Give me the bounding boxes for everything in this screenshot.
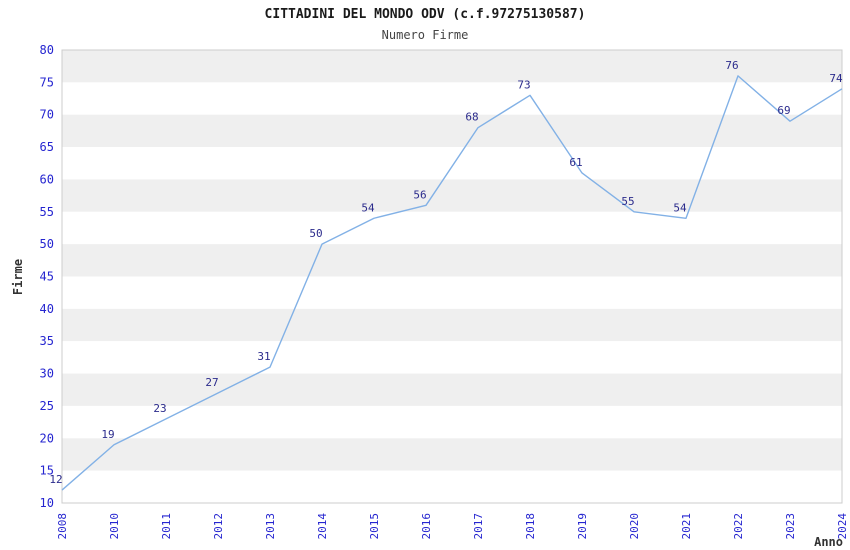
y-tick-label: 30 xyxy=(40,367,54,381)
chart-subtitle: Numero Firme xyxy=(381,28,469,42)
x-tick-label: 2016 xyxy=(420,513,433,540)
point-label: 23 xyxy=(153,402,166,415)
x-tick-label: 2024 xyxy=(836,513,849,540)
y-tick-label: 35 xyxy=(40,334,54,348)
plot-border-rect xyxy=(61,49,843,504)
plot-band xyxy=(62,244,842,277)
plot-band xyxy=(62,179,842,212)
x-tick-label: 2011 xyxy=(160,513,173,540)
y-tick-label: 55 xyxy=(40,205,54,219)
point-label: 61 xyxy=(569,156,582,169)
y-tick-label: 10 xyxy=(40,496,54,510)
x-tick-label: 2022 xyxy=(732,513,745,540)
y-axis-tick-labels: 10 15 20 25 30 35 40 45 50 55 60 65 70 75 80 xyxy=(40,43,54,510)
x-tick-label: 2014 xyxy=(316,513,329,540)
plot-bands xyxy=(62,50,842,503)
series-line xyxy=(61,75,843,491)
plot-band xyxy=(62,405,842,439)
x-axis-title: Anno xyxy=(814,535,843,549)
point-label: 74 xyxy=(829,72,843,85)
data-series xyxy=(61,75,843,491)
x-tick-label: 2013 xyxy=(264,513,277,540)
plot-band xyxy=(62,276,842,309)
x-axis-tick-labels: 2008 2010 2011 2012 2013 2014 2015 2016 2017 2018… xyxy=(56,513,849,540)
point-label: 56 xyxy=(413,188,426,201)
y-tick-label: 20 xyxy=(40,431,54,445)
x-tick-label: 2019 xyxy=(576,513,589,540)
point-label: 31 xyxy=(257,350,270,363)
x-tick-label: 2012 xyxy=(212,513,225,540)
point-label: 27 xyxy=(205,376,218,389)
point-label: 54 xyxy=(673,201,687,214)
plot-band xyxy=(62,82,842,115)
y-tick-label: 75 xyxy=(40,75,54,89)
x-tick-label: 2023 xyxy=(784,513,797,540)
plot-band xyxy=(62,470,842,503)
point-label: 73 xyxy=(517,78,530,91)
y-tick-label: 50 xyxy=(40,237,54,251)
x-tick-label: 2018 xyxy=(524,513,537,540)
point-label: 68 xyxy=(465,111,478,124)
point-label: 69 xyxy=(777,104,790,117)
plot-band xyxy=(62,341,842,374)
y-tick-label: 70 xyxy=(40,108,54,122)
x-tick-label: 2008 xyxy=(56,513,69,540)
plot-band xyxy=(62,114,842,148)
y-tick-label: 40 xyxy=(40,302,54,316)
x-tick-label: 2017 xyxy=(472,513,485,540)
y-tick-label: 25 xyxy=(40,399,54,413)
point-label: 12 xyxy=(49,473,62,486)
y-tick-label: 45 xyxy=(40,270,54,284)
plot-band xyxy=(62,147,842,180)
plot-border xyxy=(61,49,843,504)
plot-band xyxy=(62,211,842,245)
y-tick-label: 65 xyxy=(40,140,54,154)
x-tick-label: 2010 xyxy=(108,513,121,540)
y-tick-label: 60 xyxy=(40,172,54,186)
point-label: 50 xyxy=(309,227,322,240)
y-tick-label: 15 xyxy=(40,464,54,478)
x-tick-label: 2021 xyxy=(680,513,693,540)
y-axis-title: Firme xyxy=(11,259,25,295)
plot-band xyxy=(62,373,842,406)
x-tick-label: 2020 xyxy=(628,513,641,540)
data-point-labels: 12 19 23 27 31 50 54 56 68 73 61 55 54 76 69 74 xyxy=(49,59,843,486)
plot-band xyxy=(62,50,842,83)
chart-title: CITTADINI DEL MONDO ODV (c.f.97275130587… xyxy=(264,7,586,22)
point-label: 54 xyxy=(361,201,375,214)
plot-band xyxy=(62,438,842,471)
x-tick-label: 2015 xyxy=(368,513,381,540)
plot-band xyxy=(62,308,842,342)
point-label: 76 xyxy=(725,59,738,72)
point-label: 55 xyxy=(621,195,634,208)
point-label: 19 xyxy=(101,428,114,441)
y-tick-label: 80 xyxy=(40,43,54,57)
